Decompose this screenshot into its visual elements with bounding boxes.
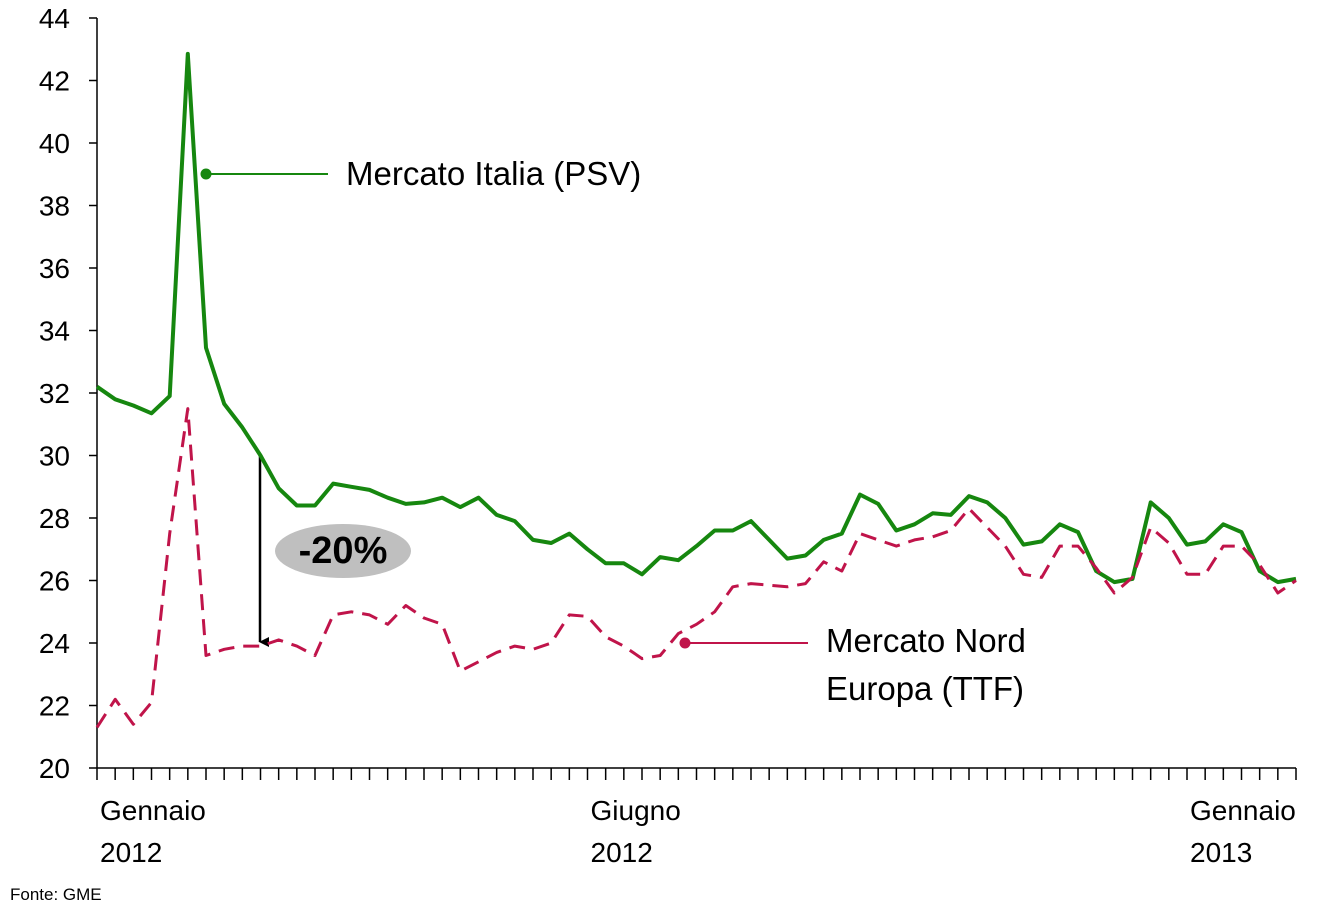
- series-label: Europa (TTF): [826, 670, 1024, 707]
- y-tick-label: 34: [39, 316, 70, 347]
- x-tick-label-line: 2012: [591, 837, 653, 868]
- source: Fonte: GME: [10, 885, 102, 904]
- y-tick-label: 32: [39, 378, 70, 409]
- x-tick-label-line: Giugno: [591, 795, 689, 826]
- x-tick-label: Gennaio 2013: [1190, 795, 1304, 868]
- annotation: -20%: [299, 530, 388, 572]
- x-tick-label-line: Gennaio: [100, 795, 214, 826]
- series-label: Mercato Italia (PSV): [346, 155, 641, 192]
- leader-dot: [679, 637, 691, 649]
- x-tick-label-line: 2012: [100, 837, 162, 868]
- y-tick-label: 22: [39, 691, 70, 722]
- y-tick-label: 30: [39, 441, 70, 472]
- annotation-bubble: [275, 524, 411, 578]
- x-tick-label-line: 2013: [1190, 837, 1252, 868]
- y-tick-label: 40: [39, 128, 70, 159]
- y-tick-label: 44: [39, 3, 70, 34]
- y-tick-label: 28: [39, 503, 70, 534]
- y-tick-label: 42: [39, 66, 70, 97]
- series-line: [95, 51, 1297, 585]
- y-tick-label: 20: [39, 753, 70, 784]
- x-tick-label: Gennaio 2012: [100, 795, 214, 868]
- y-tick-label: 24: [39, 628, 70, 659]
- x-tick-label-line: Gennaio: [1190, 795, 1304, 826]
- y-tick-label: 26: [39, 566, 70, 597]
- y-tick-label: 38: [39, 191, 70, 222]
- series-label: Mercato Nord: [826, 622, 1026, 659]
- leader-dot: [200, 168, 212, 180]
- y-tick-label: 36: [39, 253, 70, 284]
- series-line: [95, 407, 1297, 729]
- x-tick-label: Giugno 2012: [591, 795, 689, 868]
